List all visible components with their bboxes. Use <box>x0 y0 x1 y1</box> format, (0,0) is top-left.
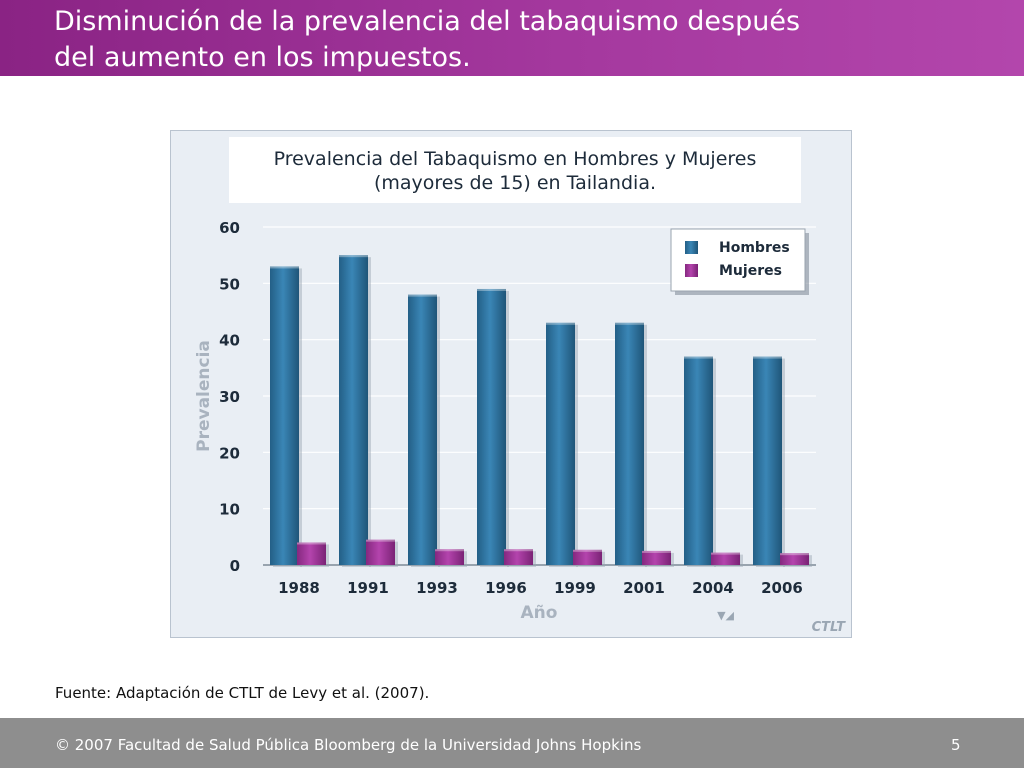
legend-label-mujeres: Mujeres <box>719 263 782 279</box>
x-tick-label-1991: 1991 <box>347 579 389 597</box>
slide-title-line-1: Disminución de la prevalencia del tabaqu… <box>54 6 801 37</box>
x-tick-label-1993: 1993 <box>416 579 458 597</box>
x-tick-label-1999: 1999 <box>554 579 596 597</box>
x-tick-label-2004: 2004 <box>692 579 734 597</box>
bar-highlight-hombres-1999 <box>546 322 575 325</box>
chart-title-line-1: Prevalencia del Tabaquismo en Hombres y … <box>274 148 757 170</box>
ctlt-watermark-logo: ▼◢ <box>717 609 734 622</box>
bar-highlight-hombres-1993 <box>408 294 437 297</box>
bar-highlight-hombres-1988 <box>270 266 299 269</box>
bar-highlight-mujeres-1993 <box>435 549 464 552</box>
y-tick-label-0: 0 <box>230 557 240 575</box>
bar-highlight-mujeres-2001 <box>642 550 671 553</box>
bar-mujeres-2004 <box>711 552 740 565</box>
x-axis-label: Año <box>521 603 558 623</box>
legend-label-hombres: Hombres <box>719 240 790 256</box>
bar-hombres-2006 <box>753 356 782 565</box>
bar-hombres-1999 <box>546 322 575 565</box>
bar-mujeres-1999 <box>573 549 602 565</box>
legend-box <box>670 228 806 292</box>
chart-title-line-2: (mayores de 15) en Tailandia. <box>374 172 656 194</box>
x-tick-label-2001: 2001 <box>623 579 665 597</box>
y-tick-label-30: 30 <box>219 388 240 406</box>
bar-highlight-mujeres-1999 <box>573 549 602 552</box>
y-tick-labels: 0 10 20 30 40 50 60 <box>219 219 240 575</box>
bar-hombres-1996 <box>477 288 506 565</box>
bar-mujeres-2006 <box>780 553 809 565</box>
y-tick-label-20: 20 <box>219 444 240 462</box>
chart-frame: Prevalencia del Tabaquismo en Hombres y … <box>170 130 852 638</box>
legend-swatch-mujeres <box>685 264 698 277</box>
copyright-text: © 2007 Facultad de Salud Pública Bloombe… <box>55 736 642 754</box>
bar-highlight-hombres-2001 <box>615 322 644 325</box>
bar-highlight-mujeres-1991 <box>366 539 395 542</box>
bar-highlight-hombres-1991 <box>339 255 368 258</box>
bar-highlight-mujeres-2006 <box>780 553 809 556</box>
x-tick-label-1988: 1988 <box>278 579 320 597</box>
bar-highlight-hombres-2004 <box>684 356 713 359</box>
bar-hombres-1991 <box>339 255 368 565</box>
bar-highlight-mujeres-1988 <box>297 542 326 545</box>
bar-mujeres-1988 <box>297 542 326 565</box>
y-tick-label-10: 10 <box>219 501 240 519</box>
bar-hombres-2001 <box>615 322 644 565</box>
legend: Hombres Mujeres <box>670 228 809 295</box>
bar-highlight-mujeres-2004 <box>711 552 740 555</box>
footer-bar: © 2007 Facultad de Salud Pública Bloombe… <box>0 718 1024 768</box>
bar-mujeres-1993 <box>435 549 464 565</box>
slide-title-line-2: del aumento en los impuestos. <box>54 42 471 73</box>
bar-mujeres-1996 <box>504 549 533 565</box>
bar-highlight-mujeres-1996 <box>504 549 533 552</box>
bar-hombres-2004 <box>684 356 713 565</box>
bar-highlight-hombres-2006 <box>753 356 782 359</box>
title-bar: Disminución de la prevalencia del tabaqu… <box>0 0 1024 76</box>
source-citation: Fuente: Adaptación de CTLT de Levy et al… <box>55 684 430 702</box>
bars <box>270 255 812 567</box>
ctlt-watermark: CTLT <box>812 620 847 635</box>
x-tick-labels: 1988 1991 1993 1996 1999 2001 2004 2006 <box>278 579 803 597</box>
bar-highlight-hombres-1996 <box>477 288 506 291</box>
bar-mujeres-1991 <box>366 539 395 565</box>
x-tick-label-1996: 1996 <box>485 579 527 597</box>
bar-hombres-1993 <box>408 294 437 565</box>
y-tick-label-60: 60 <box>219 219 240 237</box>
y-tick-label-40: 40 <box>219 332 240 350</box>
bar-hombres-1988 <box>270 266 299 565</box>
chart-title-box <box>229 137 801 203</box>
y-axis-label: Prevalencia <box>194 340 214 452</box>
page-number: 5 <box>951 736 961 754</box>
bar-mujeres-2001 <box>642 550 671 565</box>
y-tick-label-50: 50 <box>219 275 240 293</box>
legend-swatch-hombres <box>685 241 698 254</box>
x-tick-label-2006: 2006 <box>761 579 803 597</box>
bar-chart: Prevalencia del Tabaquismo en Hombres y … <box>194 137 847 635</box>
